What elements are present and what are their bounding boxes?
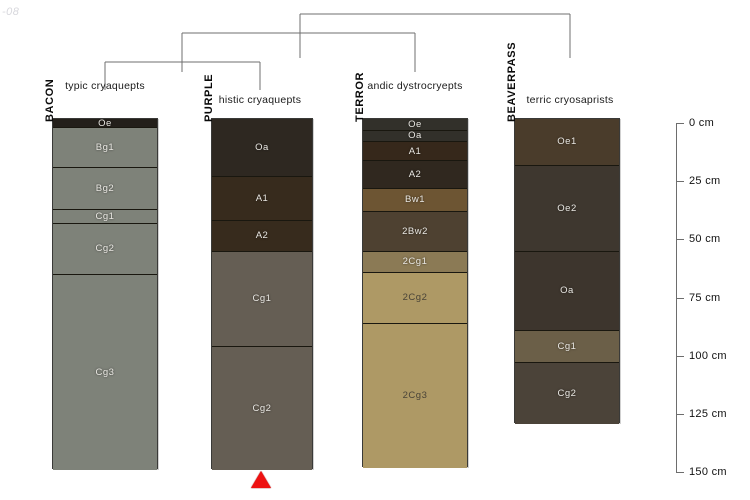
horizon-label: Bw1 [405,194,425,206]
depth-tick-50 [676,239,684,241]
horizon-purple-cg1[interactable]: Cg1 [212,251,312,347]
horizon-bacon-bg1[interactable]: Bg1 [53,128,157,168]
watermark-text: -08 [2,6,20,18]
soil-profile-purple[interactable]: Oa A1 A2 Cg1 Cg2 [211,118,313,471]
depth-tick-0 [676,123,684,124]
horizon-terror-a2[interactable]: A2 [363,160,467,189]
horizon-terror-a1[interactable]: A1 [363,142,467,161]
soil-profile-terror[interactable]: Oe Oa A1 A2 Bw1 2Bw2 2Cg1 2Cg2 2Cg3 [362,118,468,468]
taxon-label-andic-dystrocryepts: andic dystrocryepts [367,80,463,92]
horizon-label: Oe [98,119,112,129]
horizon-terror-oe[interactable]: Oe [363,119,467,131]
horizon-bacon-cg2[interactable]: Cg2 [53,223,157,275]
horizon-label: A2 [255,230,269,242]
horizon-label: Oe [408,119,422,130]
horizon-label: Oe1 [557,136,577,148]
site-name-bacon: BACON [44,78,56,122]
soil-profile-beaverpass[interactable]: Oe1 Oe2 Oa Cg1 Cg2 [514,118,620,424]
horizon-terror-oa[interactable]: Oa [363,130,467,143]
horizon-beaverpass-cg1[interactable]: Cg1 [515,330,619,364]
horizon-beaverpass-oe1[interactable]: Oe1 [515,119,619,166]
depth-tick-150 [676,472,684,473]
horizon-label: Oa [560,285,574,297]
dendrogram-tree [104,13,571,90]
horizon-label: 2Cg1 [402,256,428,268]
soil-profile-bacon[interactable]: Oe Bg1 Bg2 Cg1 Cg2 Cg3 [52,118,158,471]
horizon-terror-2cg3[interactable]: 2Cg3 [363,323,467,468]
horizon-terror-2bw2[interactable]: 2Bw2 [363,212,467,252]
taxon-label-histic-cryaquepts: histic cryaquepts [218,94,302,106]
horizon-label: Oa [255,142,269,154]
horizon-label: Cg1 [95,210,115,222]
horizon-label: A2 [408,168,422,180]
site-name-purple: PURPLE [203,73,215,122]
horizon-label: A1 [408,145,422,157]
depth-scale: 0 cm 25 cm 50 cm 75 cm 100 cm 125 cm 150 cm [676,110,750,490]
horizon-purple-a2[interactable]: A2 [212,221,312,252]
horizon-terror-2cg2[interactable]: 2Cg2 [363,272,467,324]
red-triangle-marker [251,471,271,488]
depth-tick-label-25: 25 cm [689,175,721,188]
horizon-label: 2Cg3 [402,390,428,402]
horizon-purple-cg2[interactable]: Cg2 [212,347,312,471]
horizon-label: 2Bw2 [402,225,428,237]
horizon-purple-oa[interactable]: Oa [212,119,312,178]
horizon-beaverpass-oa[interactable]: Oa [515,251,619,331]
taxon-label-terric-cryosaprists: terric cryosaprists [526,94,614,106]
horizon-label: Cg1 [252,293,272,305]
site-name-terror: TERROR [354,71,366,122]
horizon-label: 2Cg2 [402,292,428,304]
depth-tick-100 [676,355,684,357]
taxon-label-typic-cryaquepts: typic cryaquepts [65,80,145,92]
horizon-purple-a1[interactable]: A1 [212,177,312,222]
horizon-terror-bw1[interactable]: Bw1 [363,188,467,213]
horizon-label: Bg1 [95,142,115,154]
horizon-label: Cg2 [252,403,272,415]
horizon-bacon-oe[interactable]: Oe [53,119,157,129]
horizon-bacon-cg3[interactable]: Cg3 [53,274,157,471]
horizon-label: Cg1 [557,341,577,352]
horizon-label: Cg3 [95,367,115,379]
horizon-label: Oe2 [557,202,577,214]
horizon-label: Bg2 [95,182,115,194]
horizon-beaverpass-cg2[interactable]: Cg2 [515,363,619,424]
depth-tick-label-50: 50 cm [689,233,721,246]
horizon-bacon-bg2[interactable]: Bg2 [53,167,157,210]
depth-tick-label-75: 75 cm [689,291,721,304]
depth-tick-25 [676,181,684,183]
horizon-label: Oa [408,130,422,142]
horizon-terror-2cg1[interactable]: 2Cg1 [363,251,467,273]
depth-tick-label-150: 150 cm [689,466,727,478]
depth-tick-125 [676,413,684,415]
horizon-bacon-cg1[interactable]: Cg1 [53,209,157,224]
horizon-label: Cg2 [557,388,577,400]
depth-tick-label-0: 0 cm [689,117,715,129]
depth-tick-75 [676,297,684,299]
depth-tick-label-100: 100 cm [689,349,727,362]
depth-tick-label-125: 125 cm [689,407,727,420]
site-name-beaverpass: BEAVERPASS [506,41,518,122]
horizon-label: Cg2 [95,243,115,255]
horizon-label: A1 [255,193,269,205]
horizon-beaverpass-oe2[interactable]: Oe2 [515,165,619,252]
